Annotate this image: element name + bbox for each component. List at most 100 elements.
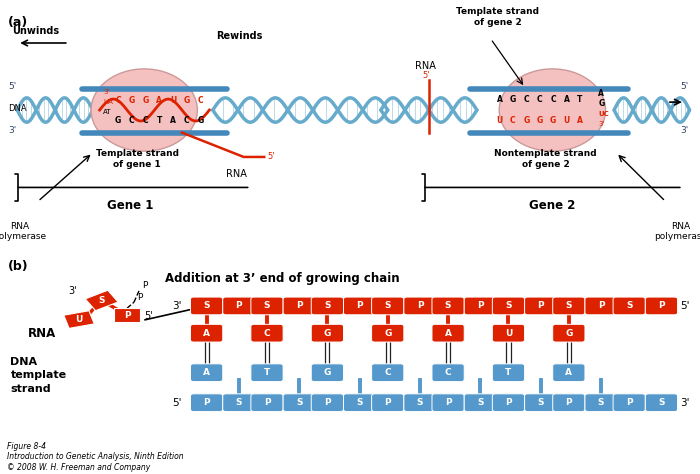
Text: S: S xyxy=(236,398,242,407)
Text: S: S xyxy=(204,301,210,310)
Text: S: S xyxy=(658,398,665,407)
Text: S: S xyxy=(384,301,391,310)
FancyBboxPatch shape xyxy=(312,297,344,315)
Text: C: C xyxy=(537,95,542,104)
Text: A: A xyxy=(203,368,210,377)
Text: Template strand
of gene 2: Template strand of gene 2 xyxy=(456,7,539,27)
Text: G: G xyxy=(142,96,148,105)
FancyBboxPatch shape xyxy=(372,324,404,342)
FancyBboxPatch shape xyxy=(344,394,376,411)
FancyBboxPatch shape xyxy=(553,364,585,382)
Text: 3': 3' xyxy=(680,126,689,135)
Text: C: C xyxy=(143,116,148,125)
Text: P: P xyxy=(264,398,270,407)
Text: Template strand
of gene 1: Template strand of gene 1 xyxy=(96,149,178,169)
Text: A: A xyxy=(496,95,503,104)
FancyBboxPatch shape xyxy=(372,364,404,382)
Text: C: C xyxy=(184,116,190,125)
Text: S: S xyxy=(324,301,330,310)
FancyBboxPatch shape xyxy=(613,297,645,315)
Text: G: G xyxy=(115,116,121,125)
FancyBboxPatch shape xyxy=(223,297,255,315)
Text: G: G xyxy=(565,328,573,337)
Polygon shape xyxy=(85,290,118,310)
Text: 3': 3' xyxy=(680,398,689,408)
FancyBboxPatch shape xyxy=(190,324,223,342)
FancyBboxPatch shape xyxy=(404,394,436,411)
Text: P: P xyxy=(384,398,391,407)
Text: G: G xyxy=(384,328,391,337)
FancyBboxPatch shape xyxy=(492,324,524,342)
FancyBboxPatch shape xyxy=(553,394,585,411)
Text: A: A xyxy=(598,89,604,98)
Text: 5': 5' xyxy=(680,82,689,91)
Text: Gene 1: Gene 1 xyxy=(107,200,154,212)
FancyBboxPatch shape xyxy=(524,297,556,315)
FancyBboxPatch shape xyxy=(524,394,556,411)
Text: (b): (b) xyxy=(8,260,29,273)
FancyBboxPatch shape xyxy=(190,394,223,411)
Text: G: G xyxy=(537,116,542,125)
Text: U: U xyxy=(170,96,176,105)
Text: S: S xyxy=(264,301,270,310)
Text: RNA: RNA xyxy=(415,61,436,71)
Text: C: C xyxy=(550,95,556,104)
FancyBboxPatch shape xyxy=(251,324,283,342)
FancyBboxPatch shape xyxy=(492,364,524,382)
Text: 5': 5' xyxy=(422,71,430,80)
Text: P: P xyxy=(136,293,142,302)
Text: 5': 5' xyxy=(8,82,17,91)
Text: G: G xyxy=(510,95,516,104)
Text: P: P xyxy=(124,310,130,319)
Text: P: P xyxy=(566,398,572,407)
Text: S: S xyxy=(566,301,572,310)
Text: RNA: RNA xyxy=(27,327,56,340)
Text: P: P xyxy=(324,398,330,407)
Text: C: C xyxy=(197,96,203,105)
FancyBboxPatch shape xyxy=(585,297,617,315)
Text: RNA
polymerase: RNA polymerase xyxy=(0,221,46,241)
Text: P: P xyxy=(236,301,242,310)
FancyBboxPatch shape xyxy=(251,394,283,411)
Text: U: U xyxy=(76,315,83,324)
Text: C: C xyxy=(129,116,134,125)
Text: 5': 5' xyxy=(144,310,153,320)
Text: G: G xyxy=(197,116,204,125)
Text: C: C xyxy=(264,328,270,337)
Text: S: S xyxy=(296,398,302,407)
FancyBboxPatch shape xyxy=(283,394,316,411)
Text: S: S xyxy=(416,398,424,407)
FancyBboxPatch shape xyxy=(190,297,223,315)
Text: 5': 5' xyxy=(267,152,275,161)
FancyBboxPatch shape xyxy=(432,324,464,342)
FancyBboxPatch shape xyxy=(613,394,645,411)
Text: S: S xyxy=(538,398,544,407)
Text: A: A xyxy=(566,368,573,377)
Text: (a): (a) xyxy=(8,16,29,28)
FancyBboxPatch shape xyxy=(585,394,617,411)
FancyBboxPatch shape xyxy=(372,394,404,411)
FancyBboxPatch shape xyxy=(492,297,524,315)
Text: RNA
polymerase: RNA polymerase xyxy=(654,221,700,241)
Text: S: S xyxy=(598,398,604,407)
Text: A: A xyxy=(444,328,452,337)
Text: 3': 3' xyxy=(69,286,77,296)
Text: Nontemplate strand
of gene 2: Nontemplate strand of gene 2 xyxy=(494,149,597,169)
Text: P: P xyxy=(598,301,604,310)
Text: P: P xyxy=(356,301,363,310)
Text: S: S xyxy=(477,398,484,407)
Text: U: U xyxy=(564,116,570,125)
Text: Rewinds: Rewinds xyxy=(216,31,262,41)
Text: P: P xyxy=(477,301,484,310)
Text: A: A xyxy=(577,116,582,125)
Text: 5': 5' xyxy=(680,301,689,311)
Text: 3': 3' xyxy=(172,301,181,311)
FancyBboxPatch shape xyxy=(464,297,496,315)
Text: C: C xyxy=(444,368,452,377)
Text: P: P xyxy=(626,398,633,407)
FancyBboxPatch shape xyxy=(645,394,678,411)
FancyBboxPatch shape xyxy=(432,297,464,315)
FancyBboxPatch shape xyxy=(190,364,223,382)
Text: P: P xyxy=(538,301,544,310)
Text: Figure 8-4
Introduction to Genetic Analysis, Ninth Edition
© 2008 W. H. Freeman : Figure 8-4 Introduction to Genetic Analy… xyxy=(7,442,183,472)
